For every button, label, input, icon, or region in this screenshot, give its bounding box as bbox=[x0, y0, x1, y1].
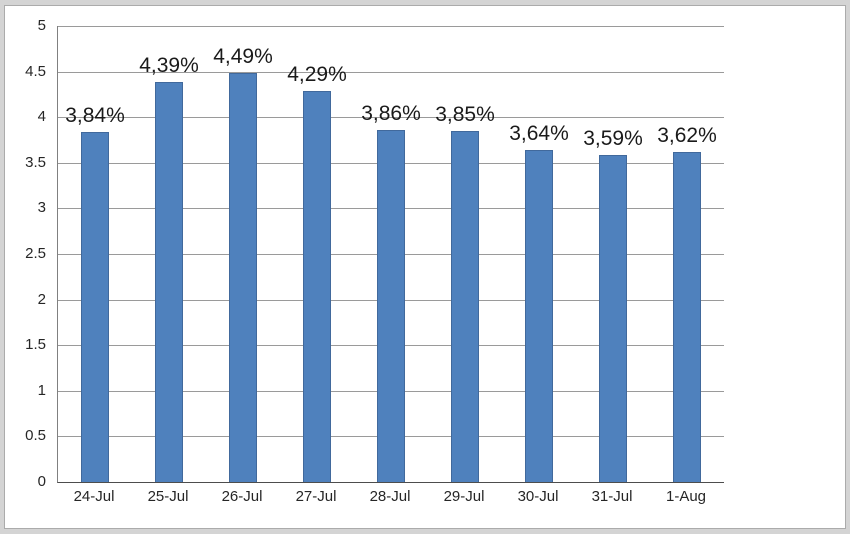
bar-data-label: 3,84% bbox=[65, 103, 125, 127]
x-axis-tick-label: 29-Jul bbox=[443, 488, 485, 505]
y-axis-tick-label: 5 bbox=[37, 17, 46, 34]
chart: 0 0.5 1 1.5 2 2.5 3 3.5 4 4.5 5 3,84% 4,39% 4,49% 4,2… bbox=[4, 5, 846, 529]
bar-data-label: 4,39% bbox=[139, 53, 199, 77]
y-axis-tick-label: 4 bbox=[37, 108, 46, 126]
x-axis-tick-label: 31-Jul bbox=[591, 488, 633, 505]
gridline bbox=[58, 71, 724, 73]
plot-area: 3,84% 4,39% 4,49% 4,29% 3,86% 3,85% 3,64% 3,59%… bbox=[57, 26, 724, 483]
gridline bbox=[58, 26, 724, 27]
y-axis-tick-label: 4.5 bbox=[25, 62, 46, 80]
bar bbox=[229, 72, 257, 482]
bar bbox=[451, 130, 479, 482]
x-axis-tick-label: 28-Jul bbox=[369, 488, 411, 505]
x-axis: 24-Jul 25-Jul 26-Jul 27-Jul 28-Jul 29-Jul 30-J… bbox=[57, 483, 723, 509]
bar-data-label: 4,49% bbox=[213, 44, 273, 68]
x-axis-tick-label: 25-Jul bbox=[147, 488, 189, 505]
y-axis-tick-label: 0 bbox=[37, 473, 46, 490]
bar bbox=[155, 81, 183, 482]
y-axis-tick-label: 1 bbox=[37, 381, 46, 399]
bar-data-label: 4,29% bbox=[287, 62, 347, 86]
y-axis-tick-label: 0.5 bbox=[25, 427, 46, 445]
bar-data-label: 3,85% bbox=[435, 102, 495, 126]
bar bbox=[377, 129, 405, 482]
bar bbox=[599, 154, 627, 482]
x-axis-tick-label: 27-Jul bbox=[295, 488, 337, 505]
bar bbox=[525, 150, 553, 482]
y-axis-tick-label: 2 bbox=[37, 290, 46, 308]
bar bbox=[673, 151, 701, 482]
y-axis-tick-label: 3.5 bbox=[25, 153, 46, 171]
bar-data-label: 3,62% bbox=[657, 123, 717, 147]
bar bbox=[81, 131, 109, 482]
x-axis-tick-label: 26-Jul bbox=[221, 488, 263, 505]
bar-data-label: 3,86% bbox=[361, 101, 421, 125]
y-axis-tick-label: 2.5 bbox=[25, 245, 46, 262]
bar bbox=[303, 90, 331, 482]
y-axis-tick-label: 1.5 bbox=[25, 336, 46, 354]
x-axis-tick-label: 30-Jul bbox=[517, 488, 559, 505]
y-axis-tick-label: 3 bbox=[37, 199, 46, 217]
gridline bbox=[58, 117, 724, 119]
y-axis: 0 0.5 1 1.5 2 2.5 3 3.5 4 4.5 5 bbox=[5, 17, 53, 490]
bar-data-label: 3,59% bbox=[583, 126, 643, 150]
x-axis-tick-label: 24-Jul bbox=[73, 488, 115, 505]
x-axis-tick-label: 1-Aug bbox=[665, 488, 707, 505]
bar-data-label: 3,64% bbox=[509, 122, 569, 146]
